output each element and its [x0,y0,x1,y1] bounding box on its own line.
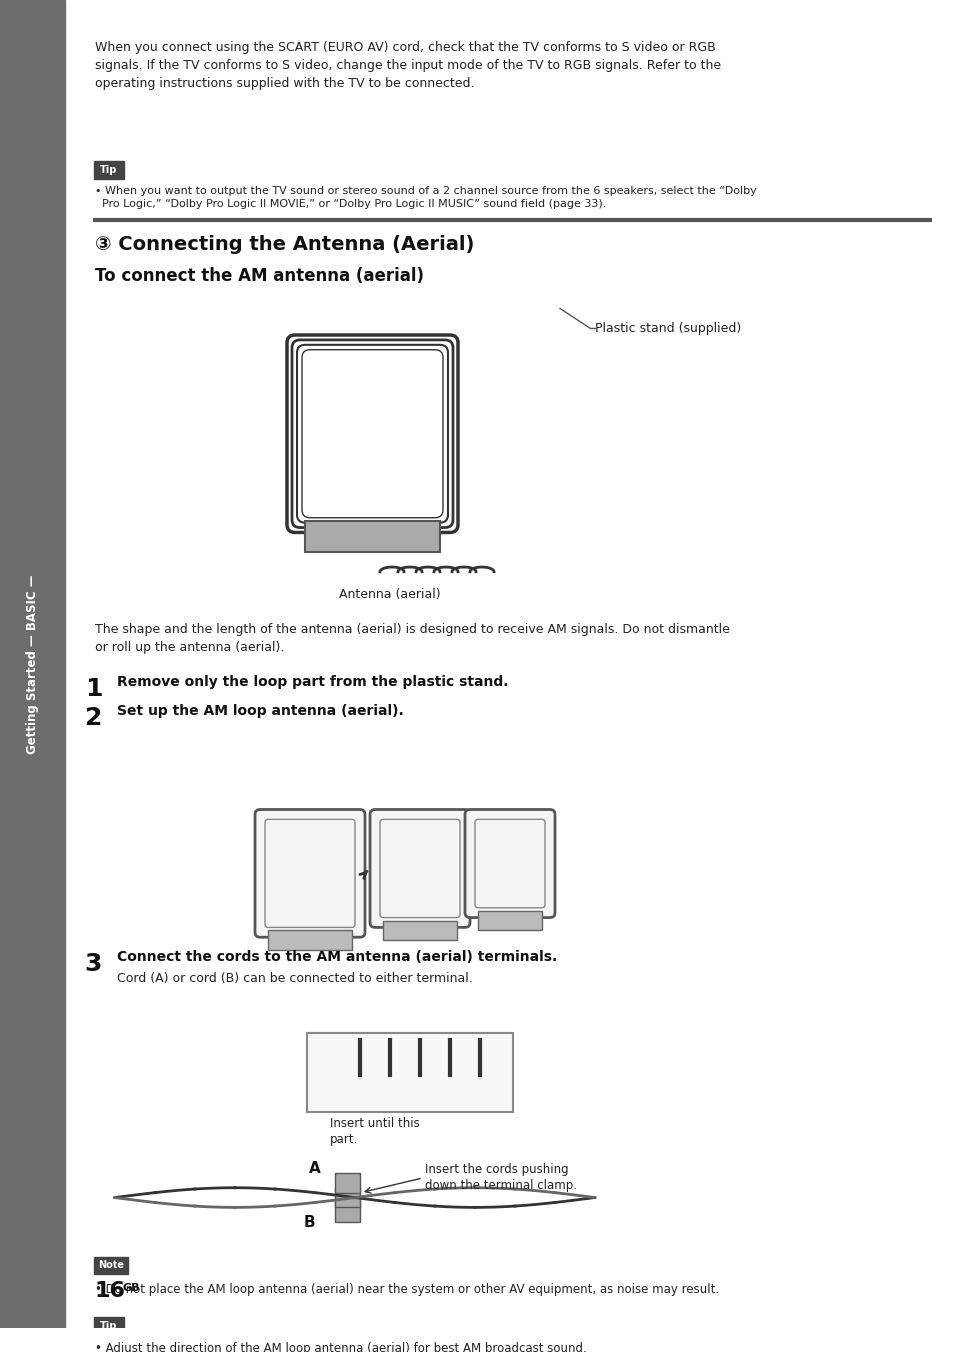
Text: Tip: Tip [100,1321,117,1332]
Text: • When you want to output the TV sound or stereo sound of a 2 channel source fro: • When you want to output the TV sound o… [94,185,756,208]
Text: Getting Started — BASIC —: Getting Started — BASIC — [26,575,39,754]
FancyBboxPatch shape [464,810,555,918]
Bar [335,1202,359,1222]
Text: Insert until this
part.: Insert until this part. [330,1117,419,1146]
Bar [305,521,439,552]
FancyBboxPatch shape [307,1033,513,1113]
Text: 1: 1 [85,677,102,700]
Text: To connect the AM antenna (aerial): To connect the AM antenna (aerial) [94,268,423,285]
Bar [268,930,352,950]
Bar [335,1174,359,1192]
Text: ③ Connecting the Antenna (Aerial): ③ Connecting the Antenna (Aerial) [94,235,474,254]
Text: Cord (A) or cord (B) can be connected to either terminal.: Cord (A) or cord (B) can be connected to… [117,972,472,984]
Text: Insert the cords pushing
down the terminal clamp.: Insert the cords pushing down the termin… [424,1164,577,1192]
Bar [382,921,456,940]
Bar [335,1188,359,1207]
Text: B: B [304,1214,315,1229]
Bar [477,911,541,930]
Text: • Do not place the AM loop antenna (aerial) near the system or other AV equipmen: • Do not place the AM loop antenna (aeri… [94,1283,719,1297]
FancyBboxPatch shape [93,1256,128,1274]
Text: The shape and the length of the antenna (aerial) is designed to receive AM signa: The shape and the length of the antenna … [94,623,729,654]
Text: Antenna (aerial): Antenna (aerial) [339,588,440,602]
FancyBboxPatch shape [93,161,124,178]
Text: Plastic stand (supplied): Plastic stand (supplied) [595,322,740,335]
FancyBboxPatch shape [370,810,470,927]
Text: Remove only the loop part from the plastic stand.: Remove only the loop part from the plast… [117,675,508,690]
Text: Tip: Tip [100,165,117,174]
Text: Note: Note [98,1260,124,1271]
Text: Connect the cords to the AM antenna (aerial) terminals.: Connect the cords to the AM antenna (aer… [117,950,557,964]
Text: 2: 2 [85,706,102,730]
Text: When you connect using the SCART (EURO AV) cord, check that the TV conforms to S: When you connect using the SCART (EURO A… [94,42,720,91]
Text: • Adjust the direction of the AM loop antenna (aerial) for best AM broadcast sou: • Adjust the direction of the AM loop an… [94,1343,586,1352]
Text: Set up the AM loop antenna (aerial).: Set up the AM loop antenna (aerial). [117,704,403,718]
FancyBboxPatch shape [93,1317,124,1334]
Text: 16: 16 [94,1280,126,1301]
Bar [0,0,65,1328]
Text: 3: 3 [85,952,102,976]
Text: GB: GB [123,1283,140,1293]
Text: A: A [309,1160,320,1176]
FancyBboxPatch shape [254,810,365,937]
